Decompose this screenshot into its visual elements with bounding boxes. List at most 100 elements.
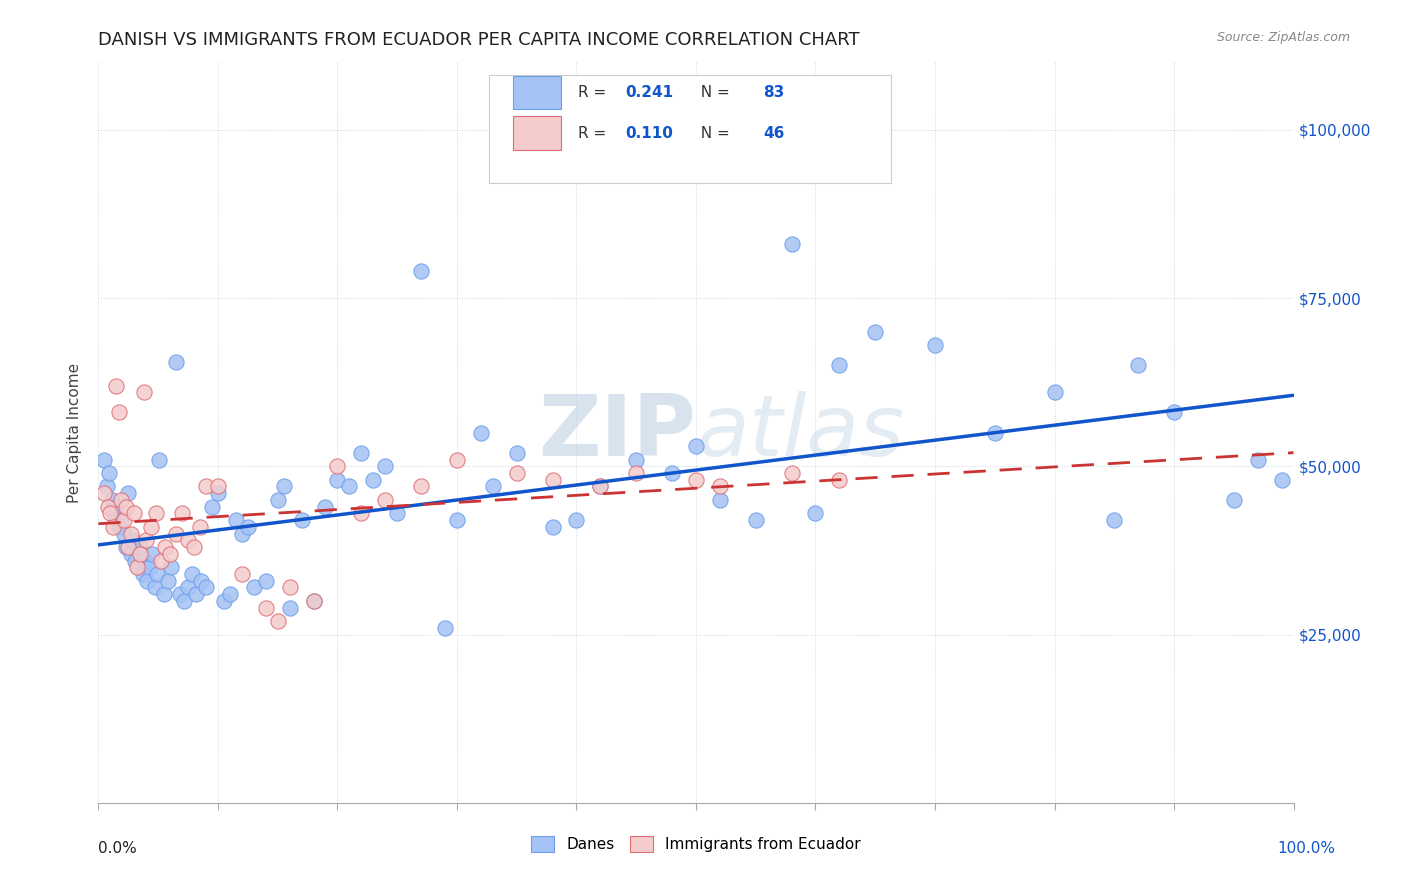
Point	[374, 492, 396, 507]
Point	[107, 520, 129, 534]
Point	[115, 500, 138, 514]
Point	[541, 473, 564, 487]
Text: DANISH VS IMMIGRANTS FROM ECUADOR PER CAPITA INCOME CORRELATION CHART: DANISH VS IMMIGRANTS FROM ECUADOR PER CA…	[98, 31, 860, 49]
Point	[374, 459, 396, 474]
Point	[385, 507, 409, 521]
Point	[984, 425, 1007, 440]
Point	[177, 581, 200, 595]
Point	[254, 600, 277, 615]
Text: 83: 83	[763, 85, 785, 100]
Point	[122, 533, 145, 548]
Point	[124, 507, 146, 521]
Text: Source: ZipAtlas.com: Source: ZipAtlas.com	[1216, 31, 1350, 45]
Point	[291, 513, 314, 527]
Point	[132, 385, 155, 400]
Point	[685, 473, 707, 487]
Point	[98, 466, 121, 480]
Point	[120, 547, 142, 561]
Point	[278, 581, 301, 595]
Point	[231, 526, 253, 541]
Point	[685, 439, 707, 453]
Point	[411, 479, 433, 493]
Point	[98, 507, 122, 521]
Point	[127, 560, 149, 574]
Point	[112, 513, 135, 527]
Point	[273, 479, 295, 493]
Text: 0.0%: 0.0%	[98, 841, 138, 856]
Point	[267, 492, 290, 507]
Point	[195, 581, 218, 595]
Point	[112, 526, 135, 541]
Point	[149, 553, 172, 567]
Point	[1128, 359, 1150, 373]
Point	[101, 520, 124, 534]
Point	[709, 479, 731, 493]
Point	[165, 355, 187, 369]
Point	[103, 507, 125, 521]
Point	[589, 479, 612, 493]
Point	[135, 533, 157, 548]
Text: 0.241: 0.241	[626, 85, 673, 100]
Point	[302, 594, 325, 608]
Point	[470, 425, 492, 440]
Point	[709, 492, 731, 507]
Point	[350, 507, 373, 521]
Point	[254, 574, 277, 588]
Point	[155, 540, 177, 554]
Point	[411, 264, 433, 278]
Point	[139, 520, 162, 534]
Point	[186, 587, 208, 601]
Point	[661, 466, 683, 480]
Point	[865, 325, 887, 339]
Point	[339, 479, 361, 493]
Point	[96, 479, 118, 493]
Point	[626, 452, 648, 467]
Point	[212, 594, 235, 608]
Point	[115, 540, 138, 554]
Point	[236, 520, 259, 534]
Point	[446, 452, 468, 467]
Point	[93, 452, 115, 467]
Text: ZIP: ZIP	[538, 391, 696, 475]
Point	[117, 540, 139, 554]
Point	[1223, 492, 1246, 507]
Point	[219, 587, 242, 601]
Point	[207, 486, 229, 500]
Point	[1271, 473, 1294, 487]
Point	[173, 594, 195, 608]
Point	[110, 513, 132, 527]
Point	[541, 520, 564, 534]
Point	[225, 513, 247, 527]
Text: N =: N =	[692, 85, 735, 100]
Point	[159, 547, 181, 561]
FancyBboxPatch shape	[489, 75, 891, 183]
Point	[278, 600, 301, 615]
Point	[143, 581, 166, 595]
Point	[207, 479, 229, 493]
Point	[267, 614, 290, 628]
Point	[1043, 385, 1066, 400]
Point	[125, 560, 148, 574]
Text: R =: R =	[578, 126, 610, 141]
Point	[828, 359, 851, 373]
Point	[148, 452, 170, 467]
Point	[110, 492, 132, 507]
Point	[1163, 405, 1185, 419]
Text: atlas: atlas	[696, 391, 904, 475]
Point	[1104, 513, 1126, 527]
Point	[828, 473, 851, 487]
Point	[363, 473, 385, 487]
Point	[231, 566, 253, 581]
Point	[129, 540, 152, 554]
Point	[129, 547, 152, 561]
Point	[626, 466, 648, 480]
Point	[153, 587, 176, 601]
Point	[146, 566, 169, 581]
Legend: Danes, Immigrants from Ecuador: Danes, Immigrants from Ecuador	[526, 830, 866, 858]
Point	[506, 446, 529, 460]
Point	[565, 513, 588, 527]
Point	[780, 237, 803, 252]
Point	[172, 507, 194, 521]
Point	[136, 574, 159, 588]
Point	[93, 486, 115, 500]
